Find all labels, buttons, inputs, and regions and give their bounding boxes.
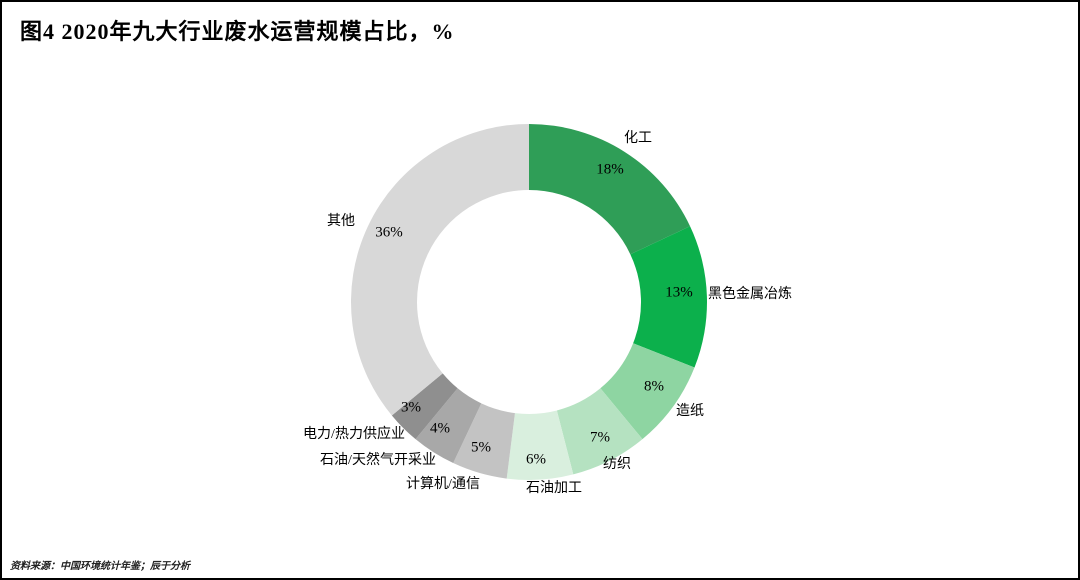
slice-pct-oil-gas-extraction: 4% — [430, 420, 450, 437]
slice-label-ferrous-metal-smelting: 黑色金属冶炼 — [708, 287, 792, 302]
slice-pct-others: 36% — [375, 224, 403, 241]
donut-chart — [351, 124, 707, 480]
chart-title: 图4 2020年九大行业废水运营规模占比，% — [20, 19, 455, 44]
slice-label-chemical: 化工 — [624, 131, 652, 146]
slice-label-power-heat-supply: 电力/热力供应业 — [303, 427, 405, 442]
slice-pct-ferrous-metal-smelting: 13% — [665, 284, 693, 301]
slice-pct-petroleum-processing: 6% — [526, 451, 546, 468]
donut-segment-5 — [453, 403, 515, 479]
donut-segment-2 — [600, 343, 695, 440]
donut-segment-6 — [415, 388, 482, 464]
slice-pct-power-heat-supply: 3% — [401, 399, 421, 416]
donut-segment-4 — [506, 410, 574, 480]
donut-segment-8 — [351, 124, 529, 416]
donut-segment-1 — [630, 226, 707, 368]
slice-label-papermaking: 造纸 — [676, 404, 704, 419]
slice-label-textile: 纺织 — [603, 457, 631, 472]
slice-label-others: 其他 — [327, 214, 355, 229]
slice-pct-chemical: 18% — [596, 161, 624, 178]
donut-segment-3 — [556, 388, 643, 475]
slice-label-computer-communication: 计算机/通信 — [406, 477, 480, 492]
slice-pct-computer-communication: 5% — [471, 439, 491, 456]
slice-label-oil-gas-extraction: 石油/天然气开采业 — [320, 453, 436, 468]
donut-segment-0 — [529, 124, 691, 255]
slice-pct-textile: 7% — [590, 429, 610, 446]
slice-pct-papermaking: 8% — [644, 378, 664, 395]
slice-label-petroleum-processing: 石油加工 — [526, 481, 582, 496]
source-note: 资料来源：中国环境统计年鉴；辰于分析 — [10, 561, 190, 572]
donut-segment-7 — [391, 373, 458, 440]
